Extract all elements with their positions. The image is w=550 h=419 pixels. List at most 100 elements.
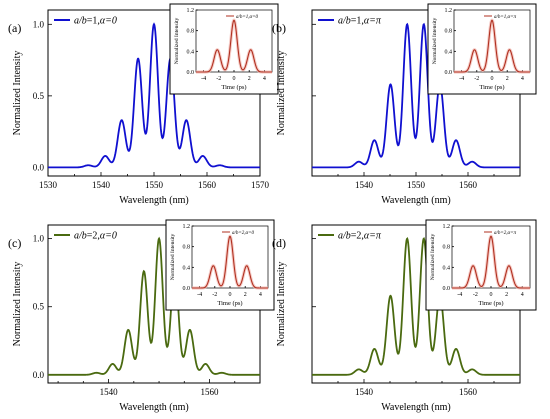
x-tick-label: 1530 xyxy=(39,180,58,190)
inset-y-tick-label: 0.0 xyxy=(183,286,191,292)
y-axis-label: Normalized Intensity xyxy=(276,262,287,347)
x-tick-label: 1560 xyxy=(459,387,478,397)
inset-x-tick-label: -4 xyxy=(197,292,202,298)
panel-label: (b) xyxy=(272,21,286,35)
inset-y-axis-label: Normalized Intensity xyxy=(170,233,176,280)
x-tick-label: 1550 xyxy=(145,180,164,190)
panel-d: 1540 1560 Wavelength (nm) Normalized Intens… xyxy=(272,219,537,413)
x-axis-label: Wavelength (nm) xyxy=(119,195,188,206)
inset-y-tick-label: 1.2 xyxy=(443,224,451,230)
x-tick-label: 1570 xyxy=(251,180,270,190)
y-tick-label: 0.5 xyxy=(33,302,45,312)
inset-x-tick-label: 4 xyxy=(263,76,266,82)
inset: -4 -2 0 2 4 0.0 0.4 0.8 1.2 Time (ps) Normalized I… xyxy=(165,219,275,311)
inset-x-axis-label: Time (ps) xyxy=(217,300,242,307)
legend-text: a/b=2,α=0 xyxy=(74,231,117,242)
series-line xyxy=(312,237,520,376)
inset-y-tick-label: 0.8 xyxy=(445,29,453,35)
inset-y-tick-label: 0.0 xyxy=(443,286,451,292)
inset: -4 -2 0 2 4 0.0 0.4 0.8 1.2 Time (ps) Normalized I… xyxy=(427,3,537,95)
y-tick-label: 0.0 xyxy=(33,370,45,380)
x-axis-label: Wavelength (nm) xyxy=(381,402,450,413)
x-axis-label: Wavelength (nm) xyxy=(381,195,450,206)
y-axis-label: Normalized Intensity xyxy=(12,262,23,347)
panel-c: 1540 1560 0.0 0.5 1.0 Wavelength (nm) Normaliz… xyxy=(8,219,275,413)
inset-border xyxy=(169,3,279,95)
inset-y-tick-label: 1.2 xyxy=(187,8,195,14)
inset-y-tick-label: 0.4 xyxy=(445,49,453,55)
inset-x-axis-label: Time (ps) xyxy=(479,84,504,91)
panel-label: (c) xyxy=(8,236,21,250)
x-tick-label: 1560 xyxy=(201,387,220,397)
inset-legend-text: a/b=1,α=π xyxy=(494,15,517,20)
inset-x-tick-label: -4 xyxy=(459,76,464,82)
series-line xyxy=(312,22,520,169)
x-axis-label: Wavelength (nm) xyxy=(119,402,188,413)
inset-x-tick-label: 2 xyxy=(248,76,251,82)
x-tick-label: 1540 xyxy=(355,387,374,397)
x-tick-label: 1540 xyxy=(92,180,111,190)
inset-y-tick-label: 0.4 xyxy=(187,49,195,55)
inset-x-axis-label: Time (ps) xyxy=(478,300,503,307)
inset-border xyxy=(425,219,537,311)
inset: -4 -2 0 2 4 0.0 0.4 0.8 1.2 Time (ps) Normalized I… xyxy=(425,219,537,311)
inset-legend-text: a/b=1,α=0 xyxy=(236,15,259,20)
panel-label: (a) xyxy=(8,21,21,35)
panel-a: 1530 1540 1550 1560 1570 0.0 0.5 1.0 Wavelength … xyxy=(8,3,279,206)
inset-y-tick-label: 0.8 xyxy=(443,245,451,251)
inset-series-line xyxy=(452,235,530,289)
y-axis-label: Normalized Intensity xyxy=(276,51,287,136)
inset-y-tick-label: 1.2 xyxy=(183,224,191,230)
x-tick-label: 1560 xyxy=(198,180,217,190)
inset-series-line xyxy=(192,235,268,289)
inset-series-line xyxy=(196,19,272,73)
inset-x-tick-label: 2 xyxy=(505,292,508,298)
inset-border xyxy=(165,219,275,311)
inset-legend-text: a/b=2,α=π xyxy=(494,231,517,236)
inset-x-tick-label: 0 xyxy=(229,292,232,298)
series-line xyxy=(48,22,260,169)
inset-series-line xyxy=(454,19,530,73)
legend-text: a/b=2,α=π xyxy=(338,231,382,242)
inset-x-tick-label: 0 xyxy=(233,76,236,82)
inset-x-tick-label: -2 xyxy=(216,76,221,82)
inset-x-axis-label: Time (ps) xyxy=(221,84,246,91)
inset-y-axis-label: Normalized Intensity xyxy=(174,17,180,64)
y-axis-label: Normalized Intensity xyxy=(12,51,23,136)
inset-y-tick-label: 0.8 xyxy=(183,245,191,251)
x-tick-label: 1560 xyxy=(459,180,478,190)
inset-x-tick-label: 4 xyxy=(521,292,524,298)
legend-text: a/b=1,α=π xyxy=(338,16,382,27)
inset-x-tick-label: -2 xyxy=(212,292,217,298)
y-tick-label: 0.0 xyxy=(33,162,45,172)
inset-y-tick-label: 0.8 xyxy=(187,29,195,35)
inset-x-tick-label: -2 xyxy=(473,292,478,298)
panel-label: (d) xyxy=(272,236,286,250)
inset-x-tick-label: 0 xyxy=(491,76,494,82)
series-line xyxy=(48,236,260,376)
inset-y-tick-label: 0.4 xyxy=(183,265,191,271)
y-tick-label: 0.5 xyxy=(33,91,45,101)
y-tick-label: 1.0 xyxy=(33,234,45,244)
legend-text: a/b=1,α=0 xyxy=(74,16,117,27)
y-tick-label: 1.0 xyxy=(33,19,45,29)
inset-x-tick-label: 4 xyxy=(521,76,524,82)
inset-x-tick-label: -4 xyxy=(201,76,206,82)
inset-y-axis-label: Normalized Intensity xyxy=(432,17,438,64)
inset-x-tick-label: -4 xyxy=(457,292,462,298)
panel-b: 1540 1550 1560 Wavelength (nm) Normalized In… xyxy=(272,3,537,206)
inset-x-tick-label: 2 xyxy=(244,292,247,298)
inset-y-tick-label: 0.0 xyxy=(187,70,195,76)
x-tick-label: 1540 xyxy=(355,180,374,190)
inset-y-tick-label: 0.0 xyxy=(445,70,453,76)
x-tick-label: 1540 xyxy=(100,387,119,397)
inset-x-tick-label: -2 xyxy=(474,76,479,82)
inset: -4 -2 0 2 4 0.0 0.4 0.8 1.2 Time (ps) Normalized I… xyxy=(169,3,279,95)
inset-x-tick-label: 0 xyxy=(490,292,493,298)
inset-x-tick-label: 4 xyxy=(259,292,262,298)
inset-border xyxy=(427,3,537,95)
inset-legend-text: a/b=2,α=0 xyxy=(232,231,255,236)
x-tick-label: 1550 xyxy=(407,180,426,190)
inset-y-tick-label: 0.4 xyxy=(443,265,451,271)
